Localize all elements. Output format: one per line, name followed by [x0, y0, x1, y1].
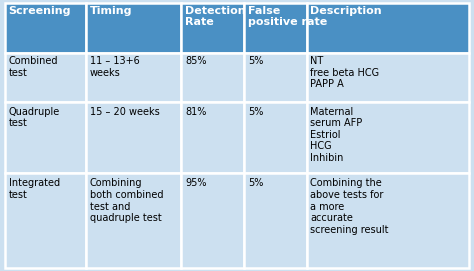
Text: Timing: Timing [90, 6, 132, 16]
Text: 95%: 95% [185, 178, 207, 188]
Text: Quadruple
test: Quadruple test [9, 107, 60, 128]
FancyBboxPatch shape [307, 102, 469, 173]
Text: NT
free beta HCG
PAPP A: NT free beta HCG PAPP A [310, 56, 380, 89]
FancyBboxPatch shape [86, 53, 181, 102]
FancyBboxPatch shape [86, 173, 181, 268]
FancyBboxPatch shape [86, 3, 181, 53]
FancyBboxPatch shape [86, 102, 181, 173]
Text: Integrated
test: Integrated test [9, 178, 60, 200]
Text: 5%: 5% [248, 56, 263, 66]
FancyBboxPatch shape [307, 3, 469, 53]
FancyBboxPatch shape [5, 3, 86, 53]
Text: False
positive rate: False positive rate [248, 6, 327, 27]
Text: 5%: 5% [248, 178, 263, 188]
Text: Combining
both combined
test and
quadruple test: Combining both combined test and quadrup… [90, 178, 164, 223]
FancyBboxPatch shape [5, 53, 86, 102]
Text: 11 – 13+6
weeks: 11 – 13+6 weeks [90, 56, 139, 78]
FancyBboxPatch shape [244, 173, 307, 268]
FancyBboxPatch shape [307, 53, 469, 102]
FancyBboxPatch shape [5, 102, 86, 173]
FancyBboxPatch shape [244, 3, 307, 53]
FancyBboxPatch shape [181, 3, 244, 53]
FancyBboxPatch shape [307, 173, 469, 268]
Text: Combining the
above tests for
a more
accurate
screening result: Combining the above tests for a more acc… [310, 178, 389, 235]
Text: 85%: 85% [185, 56, 207, 66]
Text: Combined
test: Combined test [9, 56, 58, 78]
Text: 81%: 81% [185, 107, 206, 117]
Text: 15 – 20 weeks: 15 – 20 weeks [90, 107, 160, 117]
FancyBboxPatch shape [5, 173, 86, 268]
Text: Screening: Screening [9, 6, 71, 16]
FancyBboxPatch shape [244, 53, 307, 102]
Text: 5%: 5% [248, 107, 263, 117]
Text: Detection
Rate: Detection Rate [185, 6, 246, 27]
FancyBboxPatch shape [244, 102, 307, 173]
FancyBboxPatch shape [181, 53, 244, 102]
Text: Maternal
serum AFP
Estriol
HCG
Inhibin: Maternal serum AFP Estriol HCG Inhibin [310, 107, 363, 163]
FancyBboxPatch shape [181, 102, 244, 173]
Text: Description: Description [310, 6, 382, 16]
FancyBboxPatch shape [181, 173, 244, 268]
